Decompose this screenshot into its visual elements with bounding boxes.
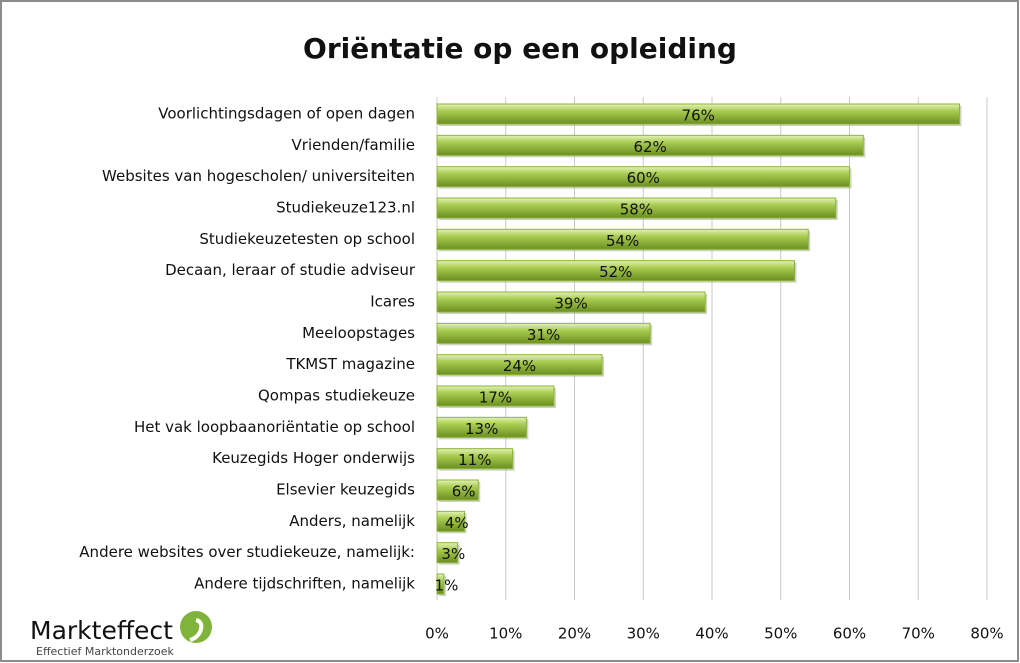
x-tick-label: 0%	[425, 625, 449, 643]
bar	[436, 166, 850, 188]
bar	[436, 385, 555, 407]
data-label: 6%	[452, 483, 476, 501]
bar	[436, 354, 603, 376]
data-label: 11%	[458, 451, 491, 469]
x-tick-label: 50%	[764, 625, 797, 643]
x-tick-label: 80%	[970, 625, 1003, 643]
bar	[436, 322, 651, 344]
bar	[436, 542, 459, 564]
x-tick-label: 40%	[695, 625, 728, 643]
data-label: 76%	[682, 107, 715, 125]
bar	[436, 573, 445, 595]
data-label: 52%	[599, 263, 632, 281]
x-tick-label: 60%	[833, 625, 866, 643]
y-tick-label: Studiekeuzetesten op school	[199, 230, 415, 248]
y-tick-label: Icares	[370, 293, 415, 311]
data-label: 39%	[554, 295, 587, 313]
y-tick-label: Studiekeuze123.nl	[276, 199, 415, 217]
data-label: 17%	[479, 389, 512, 407]
y-tick-label: Voorlichtingsdagen of open dagen	[158, 105, 415, 123]
chart-title: Oriëntatie op een opleiding	[303, 32, 737, 65]
logo-name: Markteffect	[30, 616, 173, 645]
y-tick-label: Het vak loopbaanoriëntatie op school	[134, 418, 415, 436]
x-tick-label: 20%	[558, 625, 591, 643]
data-label: 31%	[527, 326, 560, 344]
bar	[436, 134, 864, 156]
bar	[436, 479, 479, 501]
logo-tagline: Effectief Marktonderzoek	[36, 645, 175, 658]
bar	[436, 197, 837, 219]
data-label: 54%	[606, 232, 639, 250]
data-label: 24%	[503, 357, 536, 375]
y-tick-label: TKMST magazine	[285, 355, 415, 373]
y-tick-label: Qompas studiekeuze	[258, 387, 415, 405]
x-tick-label: 70%	[902, 625, 935, 643]
y-tick-label: Andere tijdschriften, namelijk	[194, 575, 415, 593]
bar	[436, 291, 706, 313]
bar	[436, 228, 809, 250]
data-label: 58%	[620, 201, 653, 219]
y-tick-label: Meeloopstages	[302, 324, 415, 342]
x-tick-label: 30%	[627, 625, 660, 643]
y-tick-label: Andere websites over studiekeuze, nameli…	[79, 543, 415, 561]
bar	[436, 260, 795, 282]
bar	[436, 448, 514, 470]
data-label: 1%	[435, 577, 459, 595]
logo-icon	[180, 611, 212, 643]
data-label: 60%	[627, 169, 660, 187]
y-tick-label: Keuzegids Hoger onderwijs	[212, 449, 415, 467]
y-tick-label: Decaan, leraar of studie adviseur	[165, 261, 416, 279]
data-label: 62%	[633, 138, 666, 156]
y-tick-label: Websites van hogescholen/ universiteiten	[102, 167, 415, 185]
logo-swirl	[189, 618, 204, 642]
data-label: 3%	[441, 545, 465, 563]
bar	[436, 103, 960, 125]
y-tick-label: Anders, namelijk	[289, 512, 415, 530]
data-label: 4%	[445, 514, 469, 532]
x-tick-label: 10%	[489, 625, 522, 643]
data-label: 13%	[465, 420, 498, 438]
bar	[436, 416, 527, 438]
bar	[436, 510, 465, 532]
y-tick-label: Elsevier keuzegids	[276, 481, 415, 499]
y-tick-label: Vrienden/familie	[292, 136, 415, 154]
